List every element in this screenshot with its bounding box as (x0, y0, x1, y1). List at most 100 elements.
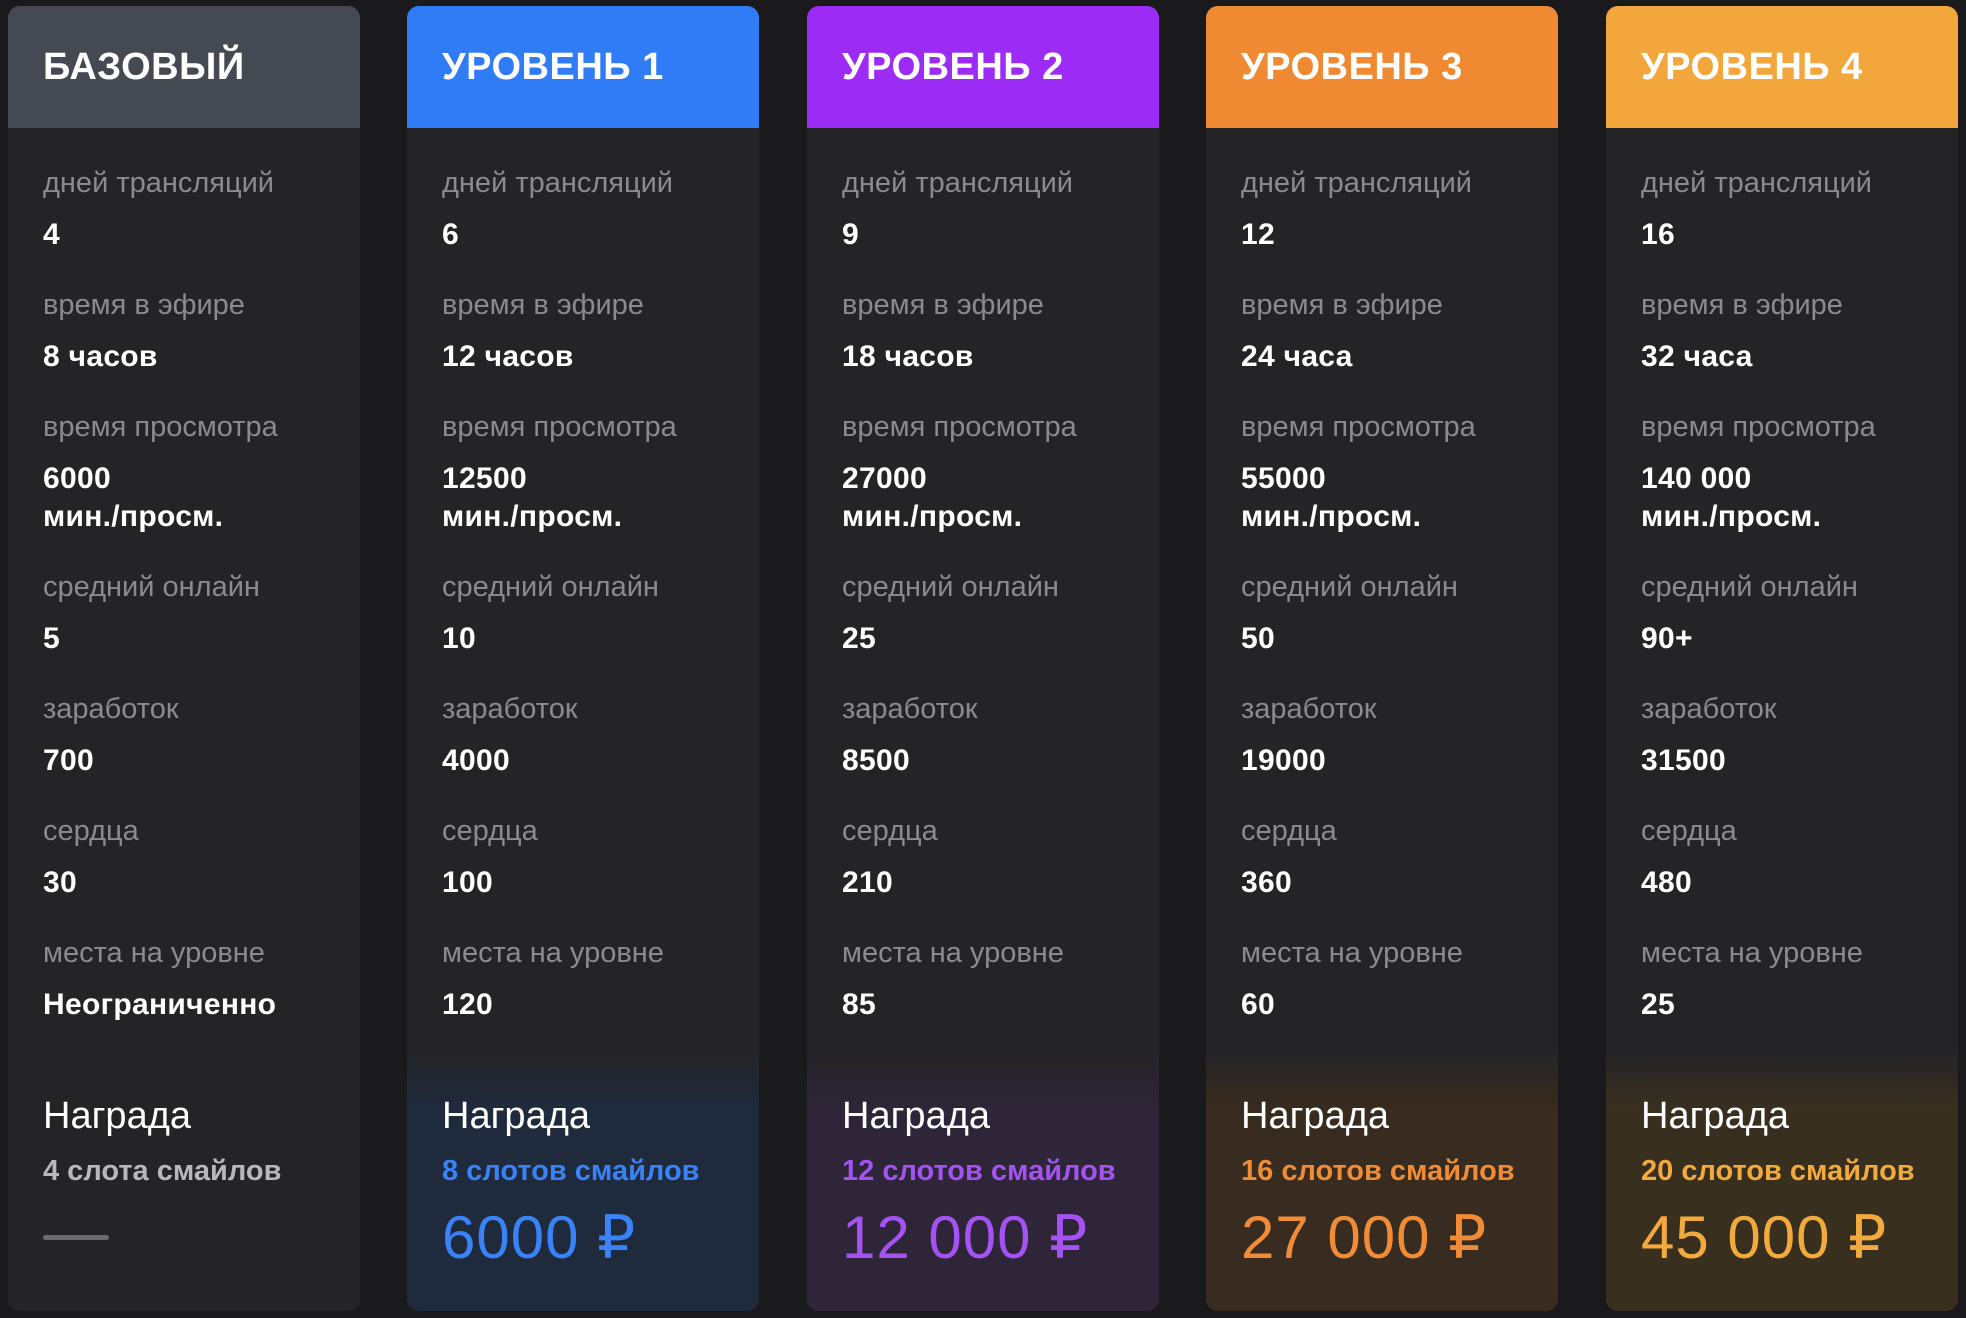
stat-places: места на уровне 60 (1241, 936, 1558, 1058)
stat-label: места на уровне (1241, 937, 1463, 969)
stat-value: 60 (1241, 988, 1275, 1021)
reward-slots: 20 слотов смайлов (1641, 1155, 1915, 1187)
stat-label: средний онлайн (842, 571, 1059, 603)
stat-earnings: заработок 8500 (842, 692, 1159, 814)
stat-label: заработок (1241, 693, 1377, 725)
stat-label: дней трансляций (842, 167, 1074, 199)
reward-title: Награда (43, 1095, 192, 1137)
stat-places: места на уровне 85 (842, 936, 1159, 1058)
stat-label: сердца (842, 815, 938, 847)
reward-section: Награда 12 слотов смайлов 12 000 ₽ (807, 1053, 1159, 1311)
stat-label: сердца (442, 815, 538, 847)
stat-online: средний онлайн 50 (1241, 570, 1558, 692)
stat-value: 12 часов (442, 340, 574, 373)
no-price-dash (43, 1235, 109, 1240)
stat-label: дней трансляций (1641, 167, 1873, 199)
reward-title: Награда (1241, 1095, 1390, 1137)
reward-section: Награда 20 слотов смайлов 45 000 ₽ (1606, 1053, 1958, 1311)
stat-label: дней трансляций (1241, 167, 1473, 199)
stat-online: средний онлайн 25 (842, 570, 1159, 692)
stat-label: время в эфире (43, 289, 245, 321)
stat-value: 140 000 мин./просм. (1641, 462, 1822, 533)
stat-label: время просмотра (442, 411, 677, 443)
stat-label: заработок (842, 693, 978, 725)
stat-airtime: время в эфире 12 часов (442, 288, 759, 410)
tier-card[interactable]: УРОВЕНЬ 2 дней трансляций 9 время в эфире 18… (807, 6, 1159, 1311)
tier-stats: дней трансляций 6 время в эфире 12 часов вре… (407, 128, 759, 1058)
stat-value: 27000 мин./просм. (842, 462, 1023, 533)
stat-value: 31500 (1641, 744, 1726, 777)
reward-title: Награда (1641, 1095, 1790, 1137)
stat-value: 10 (442, 622, 476, 655)
stat-value: 25 (1641, 988, 1675, 1021)
stat-value: 12 (1241, 218, 1275, 251)
stat-value: 85 (842, 988, 876, 1021)
stat-value: 100 (442, 866, 493, 899)
tier-card[interactable]: УРОВЕНЬ 3 дней трансляций 12 время в эфире 2… (1206, 6, 1558, 1311)
tier-title: УРОВЕНЬ 2 (807, 6, 1159, 128)
reward-slots: 16 слотов смайлов (1241, 1155, 1515, 1187)
stat-label: места на уровне (43, 937, 265, 969)
stat-hearts: сердца 210 (842, 814, 1159, 936)
reward-section: Награда 16 слотов смайлов 27 000 ₽ (1206, 1053, 1558, 1311)
stat-online: средний онлайн 5 (43, 570, 360, 692)
reward-section: Награда 8 слотов смайлов 6000 ₽ (407, 1053, 759, 1311)
stat-label: время просмотра (1641, 411, 1876, 443)
stat-value: 9 (842, 218, 859, 251)
stat-label: заработок (43, 693, 179, 725)
stat-value: 16 (1641, 218, 1675, 251)
stat-value: 6000 мин./просм. (43, 462, 224, 533)
stat-value: 8500 (842, 744, 910, 777)
reward-price: 6000 ₽ (442, 1204, 637, 1271)
stat-label: время в эфире (842, 289, 1044, 321)
stat-places: места на уровне Неограниченно (43, 936, 360, 1058)
stat-value: 55000 мин./просм. (1241, 462, 1422, 533)
stat-airtime: время в эфире 18 часов (842, 288, 1159, 410)
stat-label: средний онлайн (1241, 571, 1458, 603)
stat-online: средний онлайн 10 (442, 570, 759, 692)
stat-earnings: заработок 700 (43, 692, 360, 814)
stat-label: время в эфире (1241, 289, 1443, 321)
stat-days: дней трансляций 6 (442, 166, 759, 288)
stat-label: дней трансляций (43, 167, 275, 199)
stat-label: места на уровне (442, 937, 664, 969)
stat-label: время просмотра (842, 411, 1077, 443)
stat-label: время просмотра (1241, 411, 1476, 443)
tier-card[interactable]: УРОВЕНЬ 4 дней трансляций 16 время в эфире 3… (1606, 6, 1958, 1311)
stat-label: заработок (1641, 693, 1777, 725)
stat-label: заработок (442, 693, 578, 725)
stat-airtime: время в эфире 8 часов (43, 288, 360, 410)
tier-stats: дней трансляций 4 время в эфире 8 часов врем… (8, 128, 360, 1058)
reward-price: 12 000 ₽ (842, 1204, 1089, 1271)
tier-card[interactable]: БАЗОВЫЙ дней трансляций 4 время в эфире 8 ча… (8, 6, 360, 1311)
stat-label: время просмотра (43, 411, 278, 443)
stat-earnings: заработок 31500 (1641, 692, 1958, 814)
stat-label: сердца (1641, 815, 1737, 847)
reward-slots: 4 слота смайлов (43, 1155, 282, 1187)
stat-value: 90+ (1641, 622, 1693, 655)
stat-label: сердца (1241, 815, 1337, 847)
stat-value: 18 часов (842, 340, 974, 373)
stat-label: средний онлайн (43, 571, 260, 603)
stat-hearts: сердца 100 (442, 814, 759, 936)
stat-airtime: время в эфире 32 часа (1641, 288, 1958, 410)
stat-places: места на уровне 25 (1641, 936, 1958, 1058)
reward-title: Награда (442, 1095, 591, 1137)
tier-stats: дней трансляций 9 время в эфире 18 часов вре… (807, 128, 1159, 1058)
stat-days: дней трансляций 4 (43, 166, 360, 288)
stat-label: дней трансляций (442, 167, 674, 199)
stat-value: 50 (1241, 622, 1275, 655)
stat-value: 19000 (1241, 744, 1326, 777)
stat-value: Неограниченно (43, 988, 277, 1021)
stat-watchtime: время просмотра 6000 мин./просм. (43, 410, 360, 570)
tier-card[interactable]: УРОВЕНЬ 1 дней трансляций 6 время в эфире 12… (407, 6, 759, 1311)
reward-slots: 12 слотов смайлов (842, 1155, 1116, 1187)
stat-hearts: сердца 360 (1241, 814, 1558, 936)
tier-title: УРОВЕНЬ 1 (407, 6, 759, 128)
stat-value: 12500 мин./просм. (442, 462, 623, 533)
stat-value: 4 (43, 218, 60, 251)
stat-value: 32 часа (1641, 340, 1753, 373)
stat-value: 5 (43, 622, 60, 655)
stat-value: 210 (842, 866, 893, 899)
